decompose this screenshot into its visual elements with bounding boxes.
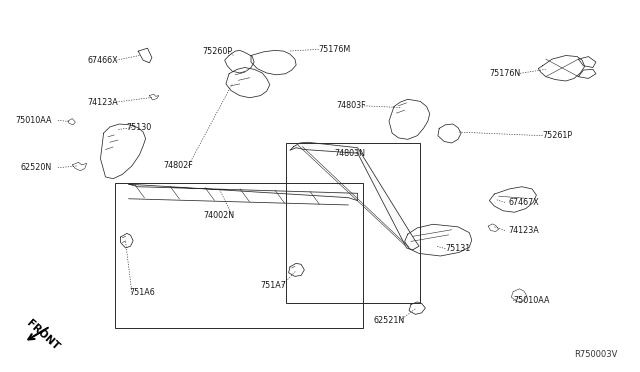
Text: 74123A: 74123A: [87, 98, 118, 107]
Text: 62521N: 62521N: [373, 316, 404, 325]
Text: 75176N: 75176N: [490, 69, 521, 78]
Text: 74123A: 74123A: [508, 226, 539, 235]
Text: 75131: 75131: [445, 244, 470, 253]
Text: 751A7: 751A7: [260, 280, 286, 290]
Text: 74802F: 74802F: [164, 161, 193, 170]
Text: 75260P: 75260P: [202, 46, 232, 55]
Text: 75261P: 75261P: [543, 131, 573, 140]
Text: R750003V: R750003V: [575, 350, 618, 359]
Polygon shape: [290, 142, 419, 250]
Text: 75130: 75130: [127, 123, 152, 132]
Text: 75010AA: 75010AA: [15, 116, 52, 125]
Text: 74803F: 74803F: [336, 101, 366, 110]
Text: 74002N: 74002N: [203, 211, 234, 219]
Text: 75176M: 75176M: [319, 45, 351, 54]
Text: 67466X: 67466X: [88, 56, 118, 65]
Bar: [285, 143, 420, 303]
Polygon shape: [129, 184, 358, 201]
Text: 62520N: 62520N: [20, 163, 52, 172]
Text: 751A6: 751A6: [129, 288, 155, 297]
Bar: [115, 183, 363, 328]
Text: 67467X: 67467X: [508, 198, 539, 207]
Text: 75010AA: 75010AA: [513, 296, 550, 305]
Text: FRONT: FRONT: [24, 318, 61, 352]
Text: 74803N: 74803N: [335, 150, 366, 158]
